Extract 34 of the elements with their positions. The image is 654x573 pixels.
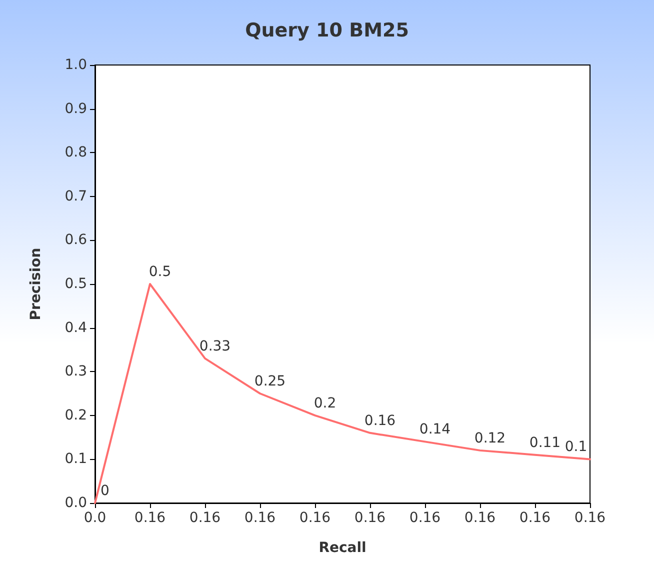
y-tick-label: 0.3: [64, 364, 87, 380]
y-tick-label: 1.0: [64, 57, 87, 73]
y-tick-label: 0.4: [64, 320, 88, 336]
data-label: 0.16: [364, 412, 396, 429]
data-label: 0.5: [148, 264, 172, 280]
x-tick-label: 0.16: [244, 510, 276, 526]
data-label: 0.33: [199, 338, 231, 354]
x-tick-label: 0.16: [464, 510, 496, 526]
chart-title: Query 10 BM25: [245, 20, 409, 42]
y-tick-label: 0.2: [64, 407, 87, 424]
y-tick-label: 0.5: [64, 276, 87, 292]
y-axis-title: Precision: [28, 248, 44, 320]
x-tick-label: 0.16: [189, 510, 221, 526]
x-axis-title: Recall: [318, 540, 366, 556]
x-tick-label: 0.16: [134, 510, 166, 526]
y-tick-label: 0.1: [64, 451, 87, 468]
y-tick-label: 0.6: [64, 232, 88, 248]
data-label: 0: [100, 483, 110, 499]
x-tick-label: 0.16: [354, 510, 386, 526]
data-label: 0.14: [419, 422, 451, 438]
x-tick-label: 0.16: [574, 510, 606, 526]
x-tick-label: 0.0: [84, 510, 106, 526]
data-label: 0.2: [314, 395, 336, 412]
x-tick-label: 0.16: [409, 510, 441, 526]
x-tick-label: 0.16: [519, 510, 551, 526]
x-tick-label: 0.16: [299, 510, 331, 526]
data-label: 0.25: [254, 374, 286, 390]
y-tick-label: 0.7: [64, 188, 87, 204]
data-label: 0.11: [529, 434, 561, 451]
y-tick-label: 0.0: [64, 495, 87, 511]
data-label: 0.1: [564, 439, 588, 456]
data-label: 0.12: [474, 430, 506, 446]
y-tick-label: 0.9: [64, 100, 87, 117]
y-tick-label: 0.8: [64, 144, 87, 161]
